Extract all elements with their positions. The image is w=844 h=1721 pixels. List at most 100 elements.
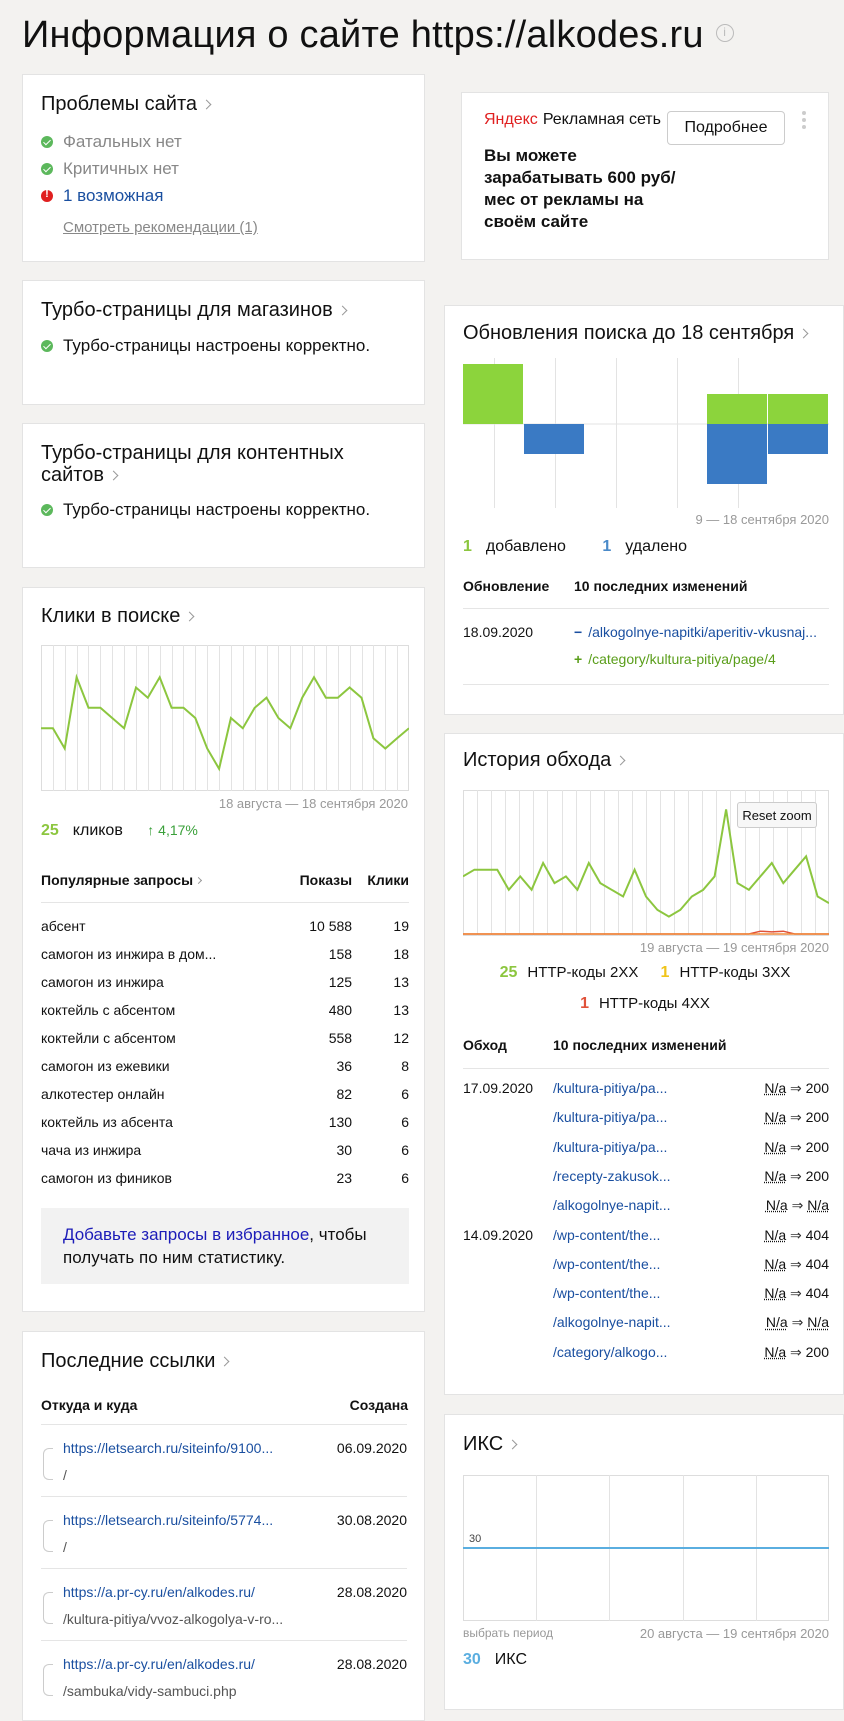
choose-period-link[interactable]: выбрать период [463, 1626, 553, 1640]
link-source[interactable]: https://letsearch.ru/siteinfo/5774... [63, 1512, 273, 1528]
update-date: 18.09.2020 [463, 624, 533, 640]
crawl-url[interactable]: /kultura-pitiya/pa... [553, 1080, 667, 1096]
added-bar[interactable] [707, 394, 767, 424]
iks-title[interactable]: ИКС [463, 1433, 516, 1456]
query-text: самогон из инжира [41, 968, 280, 996]
link-row[interactable]: https://letsearch.ru/siteinfo/5774... / 30… [41, 1508, 407, 1564]
updates-period: 9 — 18 сентября 2020 [695, 512, 829, 527]
crawl-status-change: N/a ⇒ 200 [764, 1109, 829, 1126]
crawl-url[interactable]: /category/alkogo... [553, 1344, 667, 1360]
query-row[interactable]: коктейль с абсентом 480 13 [41, 996, 409, 1024]
query-row[interactable]: коктейль из абсента 130 6 [41, 1108, 409, 1136]
arrow-right-icon: ⇒ [786, 1227, 806, 1243]
crawl-url[interactable]: /recepty-zakusok... [553, 1168, 671, 1184]
link-source[interactable]: https://a.pr-cy.ru/en/alkodes.ru/ [63, 1584, 255, 1600]
check-icon [41, 340, 53, 352]
crawl-url[interactable]: /wp-content/the... [553, 1256, 660, 1272]
crawl-url[interactable]: /kultura-pitiya/pa... [553, 1139, 667, 1155]
crawl-url[interactable]: /wp-content/the... [553, 1285, 660, 1301]
link-source[interactable]: https://a.pr-cy.ru/en/alkodes.ru/ [63, 1656, 255, 1672]
crawl-url[interactable]: /kultura-pitiya/pa... [553, 1109, 667, 1125]
query-text: алкотестер онлайн [41, 1080, 280, 1108]
change-added[interactable]: +/category/kultura-pitiya/page/4 [574, 651, 776, 667]
col-shows: Показы [280, 858, 352, 902]
turbo-shops-title[interactable]: Турбо-страницы для магазинов [41, 299, 406, 322]
crawl-legend-row2: 1 HTTP-коды 4XX [445, 995, 844, 1013]
problems-title[interactable]: Проблемы сайта [41, 93, 406, 116]
more-vertical-icon[interactable] [802, 111, 806, 129]
query-shows: 158 [280, 940, 352, 968]
iks-period: 20 августа — 19 сентября 2020 [640, 1626, 829, 1641]
added-label: добавлено [486, 538, 566, 555]
query-row[interactable]: коктейли с абсентом 558 12 [41, 1024, 409, 1052]
legend-4xx-label: HTTP-коды 4XX [599, 995, 710, 1012]
iks-chart[interactable]: 30 [463, 1475, 829, 1621]
link-target[interactable]: /kultura-pitiya/vvoz-alkogolya-v-ro... [63, 1611, 283, 1627]
added-bar[interactable] [768, 394, 828, 424]
status-to: 200 [806, 1168, 829, 1184]
query-shows: 82 [280, 1080, 352, 1108]
queries-header[interactable]: Популярные запросы [41, 858, 280, 902]
link-row[interactable]: https://a.pr-cy.ru/en/alkodes.ru/ /kultur… [41, 1580, 407, 1636]
query-row[interactable]: чача из инжира 30 6 [41, 1136, 409, 1164]
crawl-title[interactable]: История обхода [463, 749, 624, 772]
query-row[interactable]: самогон из инжира 125 13 [41, 968, 409, 996]
clicks-count-label: кликов [73, 822, 123, 839]
iks-label: ИКС [495, 1651, 527, 1668]
link-target[interactable]: / [63, 1467, 67, 1483]
clicks-change: ↑ 4,17% [147, 822, 198, 838]
info-icon[interactable]: i [716, 24, 734, 42]
query-row[interactable]: абсент 10 588 19 [41, 902, 409, 940]
query-text: самогон из инжира в дом... [41, 940, 280, 968]
updates-chart[interactable] [463, 358, 829, 508]
turbo-shops-status: Турбо-страницы настроены корректно. [41, 332, 406, 359]
removed-bar[interactable] [707, 424, 767, 484]
crawl-url[interactable]: /wp-content/the... [553, 1227, 660, 1243]
link-target[interactable]: / [63, 1539, 67, 1555]
turbo-content-title[interactable]: Турбо-страницы для контентных сайтов [41, 442, 406, 486]
problem-fatal: Фатальных нет [41, 128, 406, 155]
query-clicks: 6 [352, 1080, 409, 1108]
crawl-status-change: N/a ⇒ 200 [764, 1168, 829, 1185]
recommendations-link[interactable]: Смотреть рекомендации (1) [63, 219, 258, 236]
status-from: N/a [766, 1314, 788, 1330]
link-target[interactable]: /sambuka/vidy-sambuci.php [63, 1683, 237, 1699]
clicks-chart[interactable] [41, 645, 409, 791]
crawl-url[interactable]: /alkogolnye-napit... [553, 1314, 671, 1330]
removed-bar[interactable] [768, 424, 828, 454]
query-row[interactable]: самогон из фиников 23 6 [41, 1164, 409, 1192]
crawl-status-change: N/a ⇒ 200 [764, 1344, 829, 1361]
chevron-right-icon [195, 877, 202, 884]
chart-frame [42, 646, 409, 791]
add-favorites-link[interactable]: Добавьте запросы в избранное [63, 1225, 309, 1244]
legend-3xx-label: HTTP-коды 3XX [679, 964, 790, 981]
query-row[interactable]: самогон из ежевики 36 8 [41, 1052, 409, 1080]
link-date: 28.08.2020 [337, 1656, 407, 1672]
query-row[interactable]: алкотестер онлайн 82 6 [41, 1080, 409, 1108]
reset-zoom-button[interactable]: Reset zoom [737, 802, 817, 828]
search-updates-title[interactable]: Обновления поиска до 18 сентября [463, 322, 807, 345]
crawl-date: 14.09.2020 [463, 1227, 533, 1243]
clicks-count: 25 [41, 822, 59, 839]
link-source[interactable]: https://letsearch.ru/siteinfo/9100... [63, 1440, 273, 1456]
query-text: самогон из ежевики [41, 1052, 280, 1080]
legend-3xx-count: 1 [661, 964, 670, 981]
ad-details-button[interactable]: Подробнее [667, 111, 785, 145]
change-removed[interactable]: −/alkogolnye-napitki/aperitiv-vkusnaj... [574, 624, 817, 640]
arrow-right-icon: ⇒ [786, 1256, 806, 1272]
status-to: 200 [806, 1080, 829, 1096]
removed-bar[interactable] [524, 424, 584, 454]
crawl-url[interactable]: /alkogolnye-napit... [553, 1197, 671, 1213]
links-title[interactable]: Последние ссылки [41, 1350, 228, 1373]
query-row[interactable]: самогон из инжира в дом... 158 18 [41, 940, 409, 968]
link-row[interactable]: https://letsearch.ru/siteinfo/9100... / 06… [41, 1436, 407, 1492]
query-clicks: 18 [352, 940, 409, 968]
query-shows: 558 [280, 1024, 352, 1052]
clicks-title[interactable]: Клики в поиске [41, 605, 193, 628]
iks-summary: 30 ИКС [463, 1651, 527, 1669]
link-date: 28.08.2020 [337, 1584, 407, 1600]
link-row[interactable]: https://a.pr-cy.ru/en/alkodes.ru/ /sambuk… [41, 1652, 407, 1708]
problem-possible[interactable]: 1 возможная [41, 182, 406, 209]
added-bar[interactable] [463, 364, 523, 424]
query-clicks: 6 [352, 1136, 409, 1164]
